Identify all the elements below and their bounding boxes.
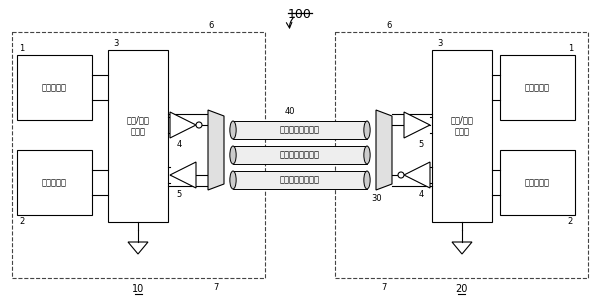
Text: 电源地对传输线路: 电源地对传输线路 — [280, 126, 320, 134]
Bar — [108, 50, 168, 222]
Text: 4: 4 — [176, 140, 182, 149]
Polygon shape — [404, 162, 430, 188]
Bar — [233, 146, 367, 164]
Text: 10: 10 — [133, 284, 145, 294]
Polygon shape — [376, 110, 392, 190]
Text: 20: 20 — [455, 284, 467, 294]
Ellipse shape — [364, 121, 370, 139]
Ellipse shape — [230, 121, 236, 139]
Text: 3: 3 — [113, 39, 118, 48]
Bar — [17, 55, 92, 120]
Polygon shape — [208, 110, 224, 190]
Text: 5: 5 — [418, 140, 424, 149]
Text: 100: 100 — [288, 8, 312, 21]
Text: 2: 2 — [19, 217, 24, 226]
Bar — [500, 150, 575, 215]
Text: 4: 4 — [418, 190, 424, 199]
Bar — [500, 55, 575, 120]
Text: 5: 5 — [176, 190, 182, 199]
Text: 3: 3 — [437, 39, 442, 48]
Text: 6: 6 — [208, 21, 214, 30]
Text: 7: 7 — [382, 283, 386, 292]
Text: 7: 7 — [214, 283, 218, 292]
Polygon shape — [170, 162, 196, 188]
Text: 2: 2 — [568, 217, 573, 226]
Text: 差分信号传输线路: 差分信号传输线路 — [280, 150, 320, 160]
Circle shape — [398, 172, 404, 178]
Text: 输入/输出
电路块: 输入/输出 电路块 — [451, 116, 473, 136]
Ellipse shape — [364, 171, 370, 189]
Text: 差分信号传输线路: 差分信号传输线路 — [280, 176, 320, 185]
Text: 输入/输出
电路块: 输入/输出 电路块 — [127, 116, 149, 136]
Text: 6: 6 — [386, 21, 392, 30]
Text: 功能电路块: 功能电路块 — [42, 178, 67, 187]
Text: 40: 40 — [285, 107, 295, 116]
Text: 功能电路块: 功能电路块 — [525, 178, 550, 187]
Polygon shape — [404, 112, 430, 138]
Bar — [233, 121, 367, 139]
Circle shape — [196, 122, 202, 128]
Polygon shape — [170, 112, 196, 138]
Ellipse shape — [364, 146, 370, 164]
Text: 1: 1 — [568, 44, 573, 53]
Bar — [17, 150, 92, 215]
Bar — [233, 171, 367, 189]
Text: 电源电路块: 电源电路块 — [42, 83, 67, 92]
Text: 1: 1 — [19, 44, 24, 53]
Bar — [335, 32, 588, 278]
Ellipse shape — [230, 171, 236, 189]
Text: 电源电路块: 电源电路块 — [525, 83, 550, 92]
Bar — [12, 32, 265, 278]
Ellipse shape — [230, 146, 236, 164]
Bar — [432, 50, 492, 222]
Text: 30: 30 — [371, 194, 382, 203]
